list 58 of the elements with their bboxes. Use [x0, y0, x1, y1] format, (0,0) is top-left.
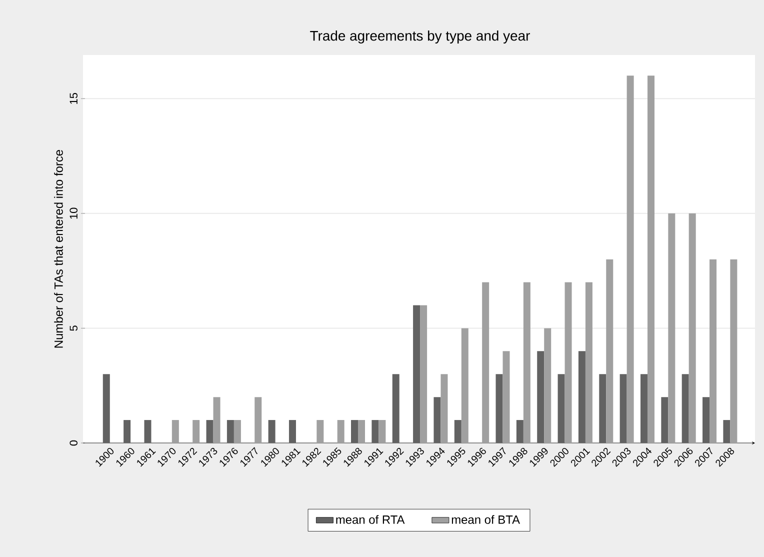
bar [358, 420, 366, 443]
bar [599, 374, 606, 443]
bar [688, 213, 696, 443]
bar [378, 420, 386, 443]
bar [647, 76, 654, 443]
bar [144, 420, 152, 443]
bar [440, 374, 448, 443]
bar [124, 420, 131, 443]
bar [461, 328, 468, 443]
bar [516, 420, 524, 443]
bar [496, 374, 503, 443]
y-axis-title: Number of TAs that entered into force [54, 150, 63, 348]
bar [558, 374, 565, 443]
bar [523, 282, 530, 443]
bar [234, 420, 241, 443]
bar [392, 374, 400, 443]
bar [730, 259, 738, 443]
bar [710, 259, 717, 443]
bar [372, 420, 379, 443]
bar [172, 420, 179, 443]
bar [578, 351, 586, 443]
bar [723, 420, 730, 443]
bar [254, 397, 262, 443]
bar [454, 420, 462, 443]
bar [102, 374, 110, 443]
y-tick-label: 15 [70, 92, 78, 104]
legend-label: mean of RTA [336, 515, 405, 524]
bar [661, 397, 668, 443]
bar [420, 305, 428, 443]
y-tick-label: 5 [70, 326, 78, 331]
bar [585, 282, 592, 443]
bar [316, 420, 324, 443]
bar [640, 374, 648, 443]
y-tick-label: 0 [70, 440, 78, 446]
bar [564, 282, 572, 443]
bar [206, 420, 214, 443]
bar [606, 259, 614, 443]
bar [537, 351, 544, 443]
bar [434, 397, 441, 443]
bar [288, 420, 296, 443]
bar [268, 420, 276, 443]
bar [337, 420, 344, 443]
bar [620, 374, 627, 443]
bar [192, 420, 200, 443]
y-tick-label: 10 [70, 208, 78, 219]
bar [668, 213, 676, 443]
bar [626, 76, 634, 443]
bar [351, 420, 358, 443]
bar [226, 420, 234, 443]
bar [213, 397, 220, 443]
bar [544, 328, 552, 443]
bar [413, 305, 420, 443]
legend-label: mean of BTA [452, 515, 520, 524]
bar [702, 397, 710, 443]
bar [502, 351, 510, 443]
chart-title: Trade agreements by type and year [310, 30, 530, 44]
bar [482, 282, 490, 443]
bar [682, 374, 689, 443]
